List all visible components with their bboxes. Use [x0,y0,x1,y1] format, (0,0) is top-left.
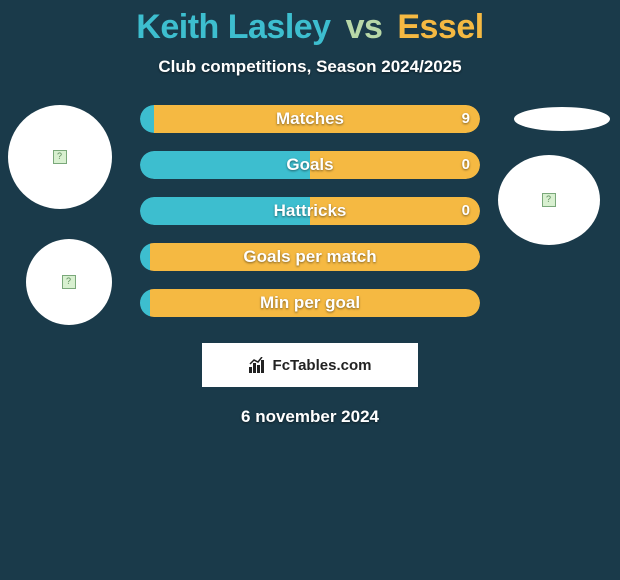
stat-bar-right-value: 0 [462,151,470,179]
subtitle: Club competitions, Season 2024/2025 [0,57,620,77]
stat-bars: Matches9Goals0Hattricks0Goals per matchM… [140,105,480,335]
stat-bar-label: Goals [140,151,480,179]
stat-bar-label: Min per goal [140,289,480,317]
player-left-avatar-1 [8,105,112,209]
attribution-badge: FcTables.com [202,343,418,387]
comparison-title: Keith Lasley vs Essel [0,0,620,47]
image-placeholder-icon [53,150,67,164]
stat-bar-label: Matches [140,105,480,133]
stat-bar-right-value: 0 [462,197,470,225]
stat-bar-row: Matches9 [140,105,480,133]
player-left-avatar-2 [26,239,112,325]
attribution-text: FcTables.com [273,357,372,374]
image-placeholder-icon [62,275,76,289]
stat-bar-label: Goals per match [140,243,480,271]
player-right-name: Essel [397,8,483,46]
image-placeholder-icon [542,193,556,207]
player-left-name: Keith Lasley [136,8,330,46]
vs-text: vs [346,8,383,46]
stat-bar-row: Min per goal [140,289,480,317]
stat-bar-right-value: 9 [462,105,470,133]
chart-icon [249,357,269,373]
stat-bar-row: Goals per match [140,243,480,271]
date-text: 6 november 2024 [0,407,620,427]
content-area: Matches9Goals0Hattricks0Goals per matchM… [0,105,620,335]
stat-bar-row: Hattricks0 [140,197,480,225]
stat-bar-row: Goals0 [140,151,480,179]
player-right-avatar-1 [514,107,610,131]
stat-bar-label: Hattricks [140,197,480,225]
player-right-avatar-2 [498,155,600,245]
